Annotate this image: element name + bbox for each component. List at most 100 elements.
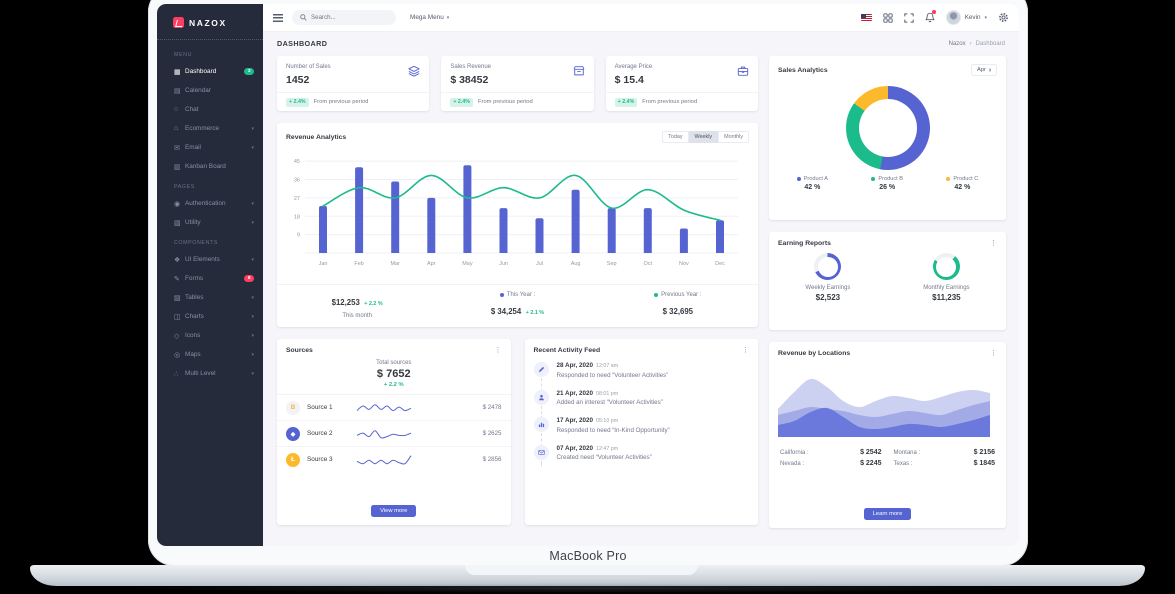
svg-text:Mar: Mar: [390, 261, 400, 267]
chat-icon: ○: [174, 106, 179, 113]
search-icon: [300, 14, 307, 21]
activity-item-2: 21 Apr, 2020 08:01 pm Added an interest “…: [533, 389, 750, 419]
monthly-earnings-radial-chart: [932, 253, 960, 280]
apps-grid-icon[interactable]: [883, 12, 893, 23]
mega-menu-button[interactable]: Mega Menu ▾: [410, 14, 450, 21]
sidebar-item-email[interactable]: ✉ Email ▾: [174, 144, 254, 152]
delta-badge: + 2.4%: [614, 97, 638, 107]
sidebar-item-chat[interactable]: ○ Chat: [174, 106, 199, 113]
sidebar-item-charts[interactable]: ◫ Charts ▾: [174, 313, 254, 321]
brand-logo[interactable]: NAZOX: [157, 4, 263, 39]
svg-text:Aug: Aug: [571, 261, 581, 267]
sidebar-item-ui-elements[interactable]: ❖ UI Elements ▾: [174, 256, 254, 264]
svg-text:45: 45: [294, 159, 300, 165]
view-more-button[interactable]: View more: [371, 505, 417, 517]
language-flag-icon[interactable]: [860, 13, 872, 22]
chevron-down-icon: ▾: [251, 332, 254, 339]
source-row-1[interactable]: B Source 1 $ 2478: [277, 395, 511, 421]
breadcrumb-separator: ›: [969, 40, 972, 47]
more-options-icon[interactable]: ⋮: [494, 347, 502, 354]
revenue-analytics-card: Revenue Analytics Today Weekly Monthly 9…: [277, 123, 758, 327]
svg-text:18: 18: [294, 214, 300, 220]
forms-icon: ✎: [174, 275, 180, 283]
chevron-down-icon: ▾: [251, 294, 254, 301]
settings-gear-icon[interactable]: [998, 12, 1009, 23]
sidebar-item-authentication[interactable]: ◉ Authentication ▾: [174, 200, 254, 208]
dashboard-icon: ▦: [174, 68, 181, 76]
sidebar-item-kanban-board[interactable]: ▥ Kanban Board: [174, 163, 226, 171]
svg-text:Jul: Jul: [536, 261, 543, 267]
earning-reports-card: Earning Reports ⋮ Weekly Earnings $2,523: [769, 232, 1006, 330]
revenue-analytics-chart: 9 18 27 36 45 Jan Feb Mar Apr May Jun Jul Aug Sep Oct N…: [294, 159, 738, 267]
sidebar-item-utility[interactable]: ▧ Utility ▾: [174, 219, 254, 227]
search-box[interactable]: [292, 10, 396, 25]
kanban-icon: ▥: [174, 163, 181, 171]
svg-text:27: 27: [294, 196, 300, 202]
dashboard-content: DASHBOARD Nazox › Dashboard: [263, 32, 1019, 546]
notifications-bell-icon[interactable]: [925, 10, 936, 23]
sidebar-item-maps[interactable]: ◎ Maps ▾: [174, 351, 254, 359]
sidebar-item-calendar[interactable]: ▤ Calendar: [174, 87, 211, 95]
recent-activity-card: Recent Activity Feed ⋮: [524, 339, 758, 525]
svg-text:36: 36: [294, 178, 300, 184]
legend-dot: [796, 177, 801, 181]
previous-year-stat: Previous Year : $ 32,695: [598, 285, 758, 327]
source-row-3[interactable]: Ł Source 3 $ 2856: [277, 447, 511, 472]
select-arrows-icon: ▴ ▾: [988, 65, 991, 73]
stat-nevada: Nevada : $ 2245: [780, 460, 882, 467]
fullscreen-icon[interactable]: [904, 12, 914, 23]
svg-text:Feb: Feb: [354, 261, 363, 267]
sidebar-item-dashboard[interactable]: ▦ Dashboard 3: [157, 62, 263, 81]
user-name: Kevin: [964, 14, 981, 21]
breadcrumb-root[interactable]: Nazox: [948, 40, 966, 47]
stat-card-sales-revenue: Sales Revenue $ 38452 + 2.4%: [441, 56, 594, 111]
sidebar-section-menu: MENU: [174, 52, 192, 58]
app-viewport: NAZOX MENU ▦ Dashboard 3 ▤ Calendar ○ Ch…: [157, 4, 1019, 546]
sidebar-item-multi-level[interactable]: ∴ Multi Level ▾: [174, 370, 254, 378]
tab-today[interactable]: Today: [662, 131, 689, 143]
legend-product-b: Product B 26 %: [871, 176, 903, 191]
tab-monthly[interactable]: Monthly: [718, 131, 749, 143]
charts-icon: ◫: [174, 313, 181, 321]
source-1-icon: B: [286, 400, 300, 415]
source-row-2[interactable]: ◆ Source 2 $ 2625: [277, 421, 511, 447]
sidebar-item-forms[interactable]: ✎ Forms 8: [157, 269, 263, 288]
sidebar-item-ecommerce[interactable]: ⌂ Ecommerce ▾: [174, 125, 254, 132]
breadcrumb: Nazox › Dashboard: [949, 41, 1005, 47]
period-select[interactable]: Apr ▴ ▾: [970, 64, 997, 76]
brand-logo-icon: [173, 17, 184, 28]
user-menu[interactable]: Kevin ▾: [945, 10, 987, 25]
more-options-icon[interactable]: ⋮: [990, 350, 997, 357]
svg-text:Sep: Sep: [607, 261, 617, 267]
user-icon: [533, 389, 549, 405]
monthly-earnings: Monthly Earnings $11,235: [923, 253, 970, 302]
envelope-icon: [533, 444, 549, 460]
tab-weekly[interactable]: Weekly: [688, 131, 719, 143]
sales-revenue-value: $ 38452: [450, 74, 489, 86]
activity-item-1: 28 Apr, 2020 12:07 am Responded to need “…: [533, 362, 750, 391]
svg-text:Oct: Oct: [644, 261, 653, 267]
sidebar: NAZOX MENU ▦ Dashboard 3 ▤ Calendar ○ Ch…: [157, 4, 263, 546]
source-3-sparkline: [356, 454, 412, 465]
ecommerce-icon: ⌂: [174, 125, 179, 132]
macbook-shadow: [120, 583, 1060, 593]
svg-text:Apr: Apr: [427, 261, 436, 267]
stat-card-average-price: Average Price $ 15.4 + 2.4%: [605, 56, 758, 111]
legend-product-c: Product C 42 %: [946, 176, 978, 191]
search-input[interactable]: [311, 14, 388, 21]
this-year-dot: [499, 293, 504, 297]
maps-icon: ◎: [174, 351, 181, 359]
more-options-icon[interactable]: ⋮: [990, 240, 997, 247]
revenue-by-locations-card: Revenue by Locations ⋮ California :: [769, 342, 1006, 528]
learn-more-button[interactable]: Learn more: [863, 508, 912, 520]
number-of-sales-value: 1452: [286, 74, 310, 86]
sidebar-item-icons[interactable]: ◇ Icons ▾: [174, 332, 254, 340]
sidebar-section-pages: PAGES: [174, 184, 195, 190]
stat-montana: Montana : $ 2156: [893, 449, 996, 456]
svg-text:9: 9: [297, 233, 300, 239]
more-options-icon[interactable]: ⋮: [742, 347, 749, 354]
menu-toggle-icon[interactable]: [273, 13, 283, 22]
notification-dot: [932, 10, 936, 14]
source-1-sparkline: [356, 403, 412, 411]
sidebar-item-tables[interactable]: ▨ Tables ▾: [174, 294, 254, 302]
